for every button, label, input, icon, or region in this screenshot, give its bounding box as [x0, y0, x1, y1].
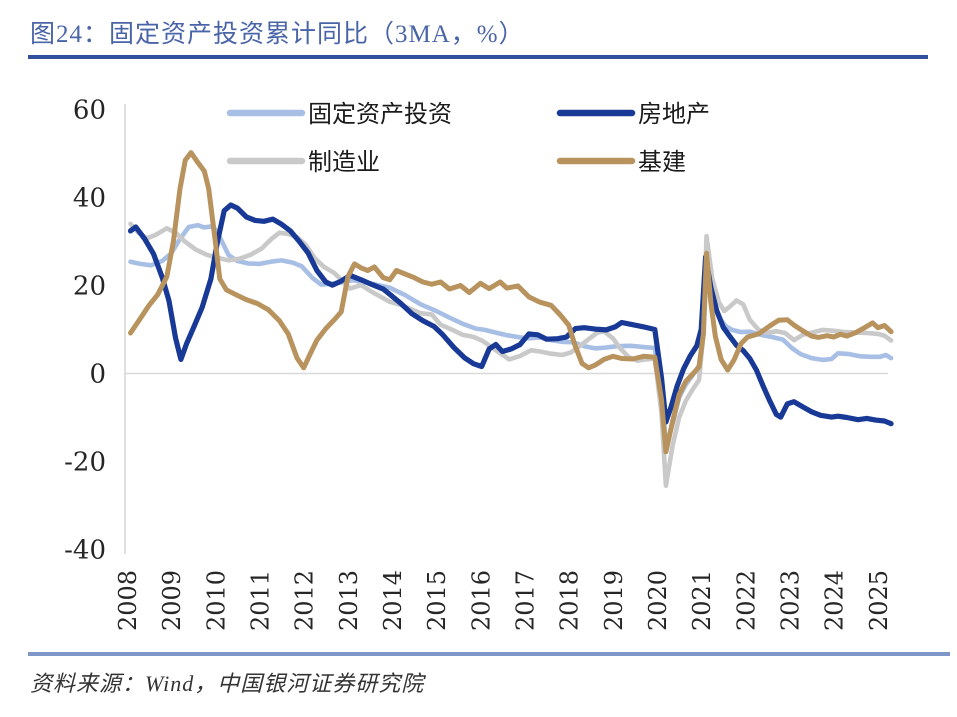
y-axis-tick-label: 40 [73, 184, 106, 214]
x-axis-tick-label: 2022 [732, 570, 760, 631]
x-axis-tick-label: 2014 [379, 570, 407, 631]
x-axis-tick-label: 2019 [600, 570, 628, 631]
legend-label-re: 房地产 [638, 101, 710, 128]
bottom-divider [28, 652, 950, 656]
x-axis-tick-label: 2025 [865, 570, 893, 631]
x-axis-tick-label: 2018 [556, 570, 584, 631]
x-axis-tick-label: 2012 [291, 570, 319, 631]
legend-label-mfg: 制造业 [308, 149, 380, 176]
x-axis-tick-label: 2013 [335, 570, 363, 631]
x-axis-tick-label: 2010 [202, 570, 230, 631]
x-axis-tick-label: 2015 [423, 570, 451, 631]
legend-label-fai: 固定资产投资 [308, 101, 452, 128]
title-rule-divider [28, 55, 928, 59]
legend-label-infra: 基建 [638, 149, 686, 176]
x-axis-tick-label: 2008 [114, 570, 142, 631]
figure-title: 图24：固定资产投资累计同比（3MA，%） [30, 21, 525, 48]
y-axis-tick-label: 0 [89, 360, 106, 390]
y-axis-tick-label: 60 [73, 96, 106, 126]
x-axis-tick-label: 2021 [688, 570, 716, 631]
x-axis-tick-label: 2017 [512, 570, 540, 631]
series-line-re [127, 202, 894, 427]
series-line-infra [128, 150, 894, 455]
series-line-mfg [128, 221, 894, 489]
y-axis-tick-label: -20 [64, 448, 106, 478]
x-axis-tick-label: 2020 [644, 570, 672, 631]
source-attribution: 资料来源：Wind，中国银河证券研究院 [30, 671, 425, 696]
x-axis-tick-label: 2011 [247, 570, 275, 631]
y-axis-tick-label: -40 [64, 536, 106, 566]
y-axis-tick-label: 20 [73, 272, 106, 302]
x-axis-tick-label: 2024 [821, 570, 849, 631]
x-axis-tick-label: 2009 [158, 570, 186, 631]
x-axis-tick-label: 2016 [467, 570, 495, 631]
x-axis-tick-label: 2023 [777, 570, 805, 631]
